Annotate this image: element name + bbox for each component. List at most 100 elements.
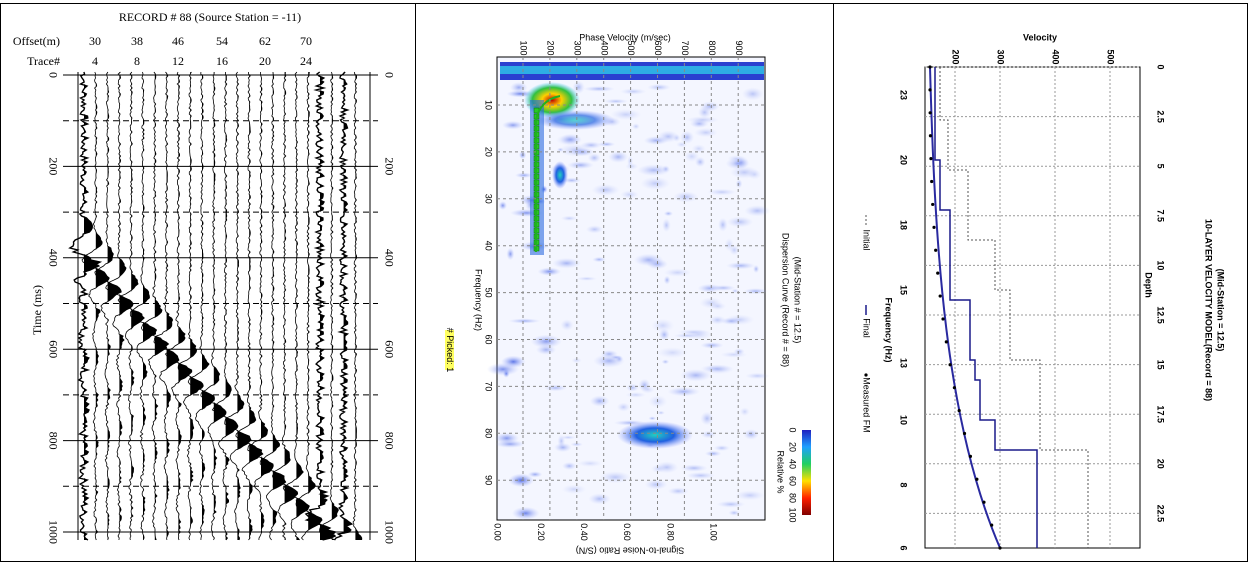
trace [140, 71, 170, 541]
depth-tick-label: 5 [1156, 164, 1166, 169]
trace-fill [272, 72, 286, 540]
measured-point [929, 157, 933, 161]
spectrum-peak [552, 161, 568, 189]
trace [304, 71, 337, 541]
measured-point [982, 500, 986, 504]
measured-point [998, 546, 1002, 550]
offset-tick: 54 [216, 34, 228, 48]
note: # Picked: 1 [445, 328, 455, 373]
x-tick-label: 600 [653, 40, 663, 55]
trace-fill [249, 72, 263, 540]
sn-tick-label: 0.40 [579, 523, 589, 541]
spectrum-blob [747, 169, 762, 180]
spectrum-blob [603, 98, 628, 104]
y-tick-label-right: 200 [382, 157, 396, 175]
frame [0, 3, 1248, 562]
x-tick-label: 900 [734, 40, 744, 55]
spectrum-blob [725, 157, 750, 170]
y-tick-label: 60 [484, 334, 494, 344]
spectrum-blob [511, 506, 540, 520]
spectrum-blob [597, 141, 616, 147]
spectrum-blob [640, 176, 671, 191]
spectrum-blob [651, 318, 675, 333]
spectrum-blob [486, 362, 520, 376]
spectrum-blob [704, 450, 722, 457]
spectrum-blob [741, 87, 764, 101]
spectrum-blob [626, 383, 639, 392]
trace [211, 72, 239, 541]
trace [247, 71, 274, 541]
spectrum-blob [699, 364, 734, 373]
offset-label: Offset(m) [13, 34, 60, 48]
depth-tick-label: 7.5 [1156, 210, 1166, 223]
trace [333, 71, 354, 541]
offset-tick: 62 [259, 34, 271, 48]
y-tick-label: 70 [484, 381, 494, 391]
spectrum-blob [693, 127, 718, 138]
spectrum-blob [502, 120, 524, 130]
spectrum-blob [589, 395, 610, 407]
y-axis-label: Frequency (Hz) [474, 269, 484, 331]
pick-curve [535, 95, 561, 252]
y-tick-label-right: 600 [382, 340, 396, 358]
trace-fill [343, 72, 352, 540]
spectrum-blob [560, 319, 574, 331]
x-tick-label: 500 [1106, 49, 1116, 64]
spectrum-blob [587, 153, 601, 163]
sn-axis-label: Signal-to-Noise Ratio (S/N) [576, 546, 685, 556]
spectrum-blob [644, 479, 668, 490]
legend-title: Frequency (Hz) [884, 297, 894, 362]
spectrum-blob [661, 359, 670, 365]
trace-fill [225, 72, 238, 540]
spectrum-blob [744, 205, 771, 217]
measured-point [962, 431, 967, 436]
x-axis-label: Velocity [1023, 32, 1057, 42]
spectrum-blob [676, 329, 710, 335]
colorbar-tick: 60 [788, 476, 798, 486]
measured-point [952, 386, 956, 390]
spectrum-blob [648, 416, 657, 421]
trace [352, 71, 363, 541]
y-tick-label: 80 [484, 428, 494, 438]
x-tick-label: 100 [519, 40, 529, 55]
freq-tick-label: 15 [899, 285, 909, 295]
colorbar-label: Relative % [776, 450, 786, 493]
trace-tick: 8 [134, 54, 140, 68]
measured-point [930, 179, 934, 184]
spectrum-blob [583, 86, 615, 92]
spectrum-blob [508, 318, 541, 324]
spectrum-blob [559, 133, 582, 146]
spectrum-blob [657, 130, 679, 143]
spectrum-blob [647, 83, 671, 91]
trace [259, 71, 287, 541]
spectrum-blob [657, 410, 665, 415]
trace [164, 71, 193, 541]
trace-fill [95, 72, 110, 540]
trace-fill [154, 72, 169, 540]
y-tick-label: 600 [46, 340, 60, 358]
spectrum-blob [571, 357, 582, 364]
y-tick-label-right: 0 [382, 72, 396, 78]
trace [129, 71, 158, 541]
note-box [445, 330, 454, 370]
trace-fill [355, 72, 362, 540]
y-axis-label: Time (ms) [30, 285, 44, 335]
trace [68, 71, 103, 541]
y-tick-label: 0 [46, 72, 60, 78]
trace [271, 71, 299, 541]
measured-point [928, 134, 933, 138]
measured-point [932, 225, 936, 229]
spectrum-blob [728, 509, 741, 516]
offset-tick: 46 [172, 34, 184, 48]
spectrum-blob [743, 429, 759, 440]
panel-title: Dispersion Curve (Record # = 88) [781, 233, 791, 367]
spectrum-blob [576, 276, 598, 281]
initial-model [939, 67, 1089, 548]
x-tick-label: 400 [1051, 49, 1061, 64]
spectrum-blob [625, 391, 647, 398]
spectrum-blob [494, 432, 520, 444]
freq-tick-label: 8 [899, 482, 909, 487]
offset-tick: 30 [89, 34, 101, 48]
sn-tick-label: 0.60 [622, 523, 632, 541]
